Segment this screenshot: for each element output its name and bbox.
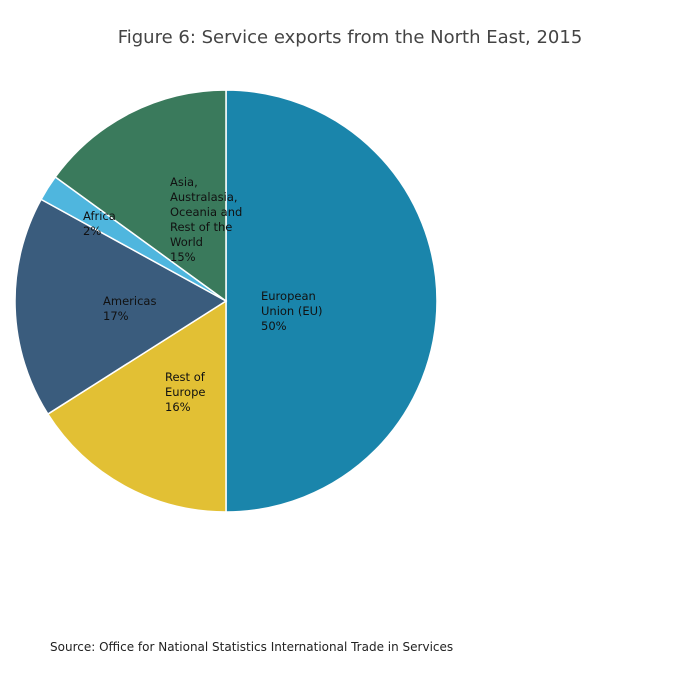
- chart-title: Figure 6: Service exports from the North…: [117, 27, 583, 48]
- slice-label-line: 17%: [103, 309, 129, 323]
- slice-label-asia-australasia-oceania-and-rest-of-the-world: Asia, Australasia, Oceania and Rest of the W…: [170, 175, 242, 264]
- pie-slice-americas[interactable]: [14, 198, 228, 416]
- slice-label-line: Australasia,: [170, 190, 238, 204]
- slice-label-line: Europe: [165, 385, 205, 399]
- slice-label-line: Americas: [103, 294, 156, 308]
- slice-label-line: 50%: [261, 319, 287, 333]
- slice-label-line: European: [261, 289, 316, 303]
- slice-label-americas: Americas 17%: [103, 294, 156, 323]
- slice-label-european-union-eu: European Union (EU) 50%: [261, 289, 323, 333]
- slice-label-line: Union (EU): [261, 304, 323, 318]
- slice-label-africa: Africa 2%: [83, 209, 116, 238]
- source-note: Source: Office for National Statistics I…: [50, 640, 454, 654]
- slice-label-line: Rest of the: [170, 220, 232, 234]
- slice-label-line: 15%: [170, 250, 196, 264]
- slice-label-line: 16%: [165, 400, 191, 414]
- pie-slice-rest-of-europe[interactable]: [46, 299, 227, 513]
- slice-label-line: World: [170, 235, 203, 249]
- pie-slice-european-union-eu[interactable]: [225, 89, 438, 513]
- slice-label-line: 2%: [83, 224, 101, 238]
- pie-slice-asia-australasia-oceania-and-rest-of-the-world[interactable]: [54, 89, 227, 303]
- slice-label-rest-of-europe: Rest of Europe 16%: [165, 370, 206, 414]
- slice-label-line: Rest of: [165, 370, 206, 384]
- slice-label-line: Africa: [83, 209, 116, 223]
- slice-label-line: Asia,: [170, 175, 198, 189]
- slice-label-line: Oceania and: [170, 205, 242, 219]
